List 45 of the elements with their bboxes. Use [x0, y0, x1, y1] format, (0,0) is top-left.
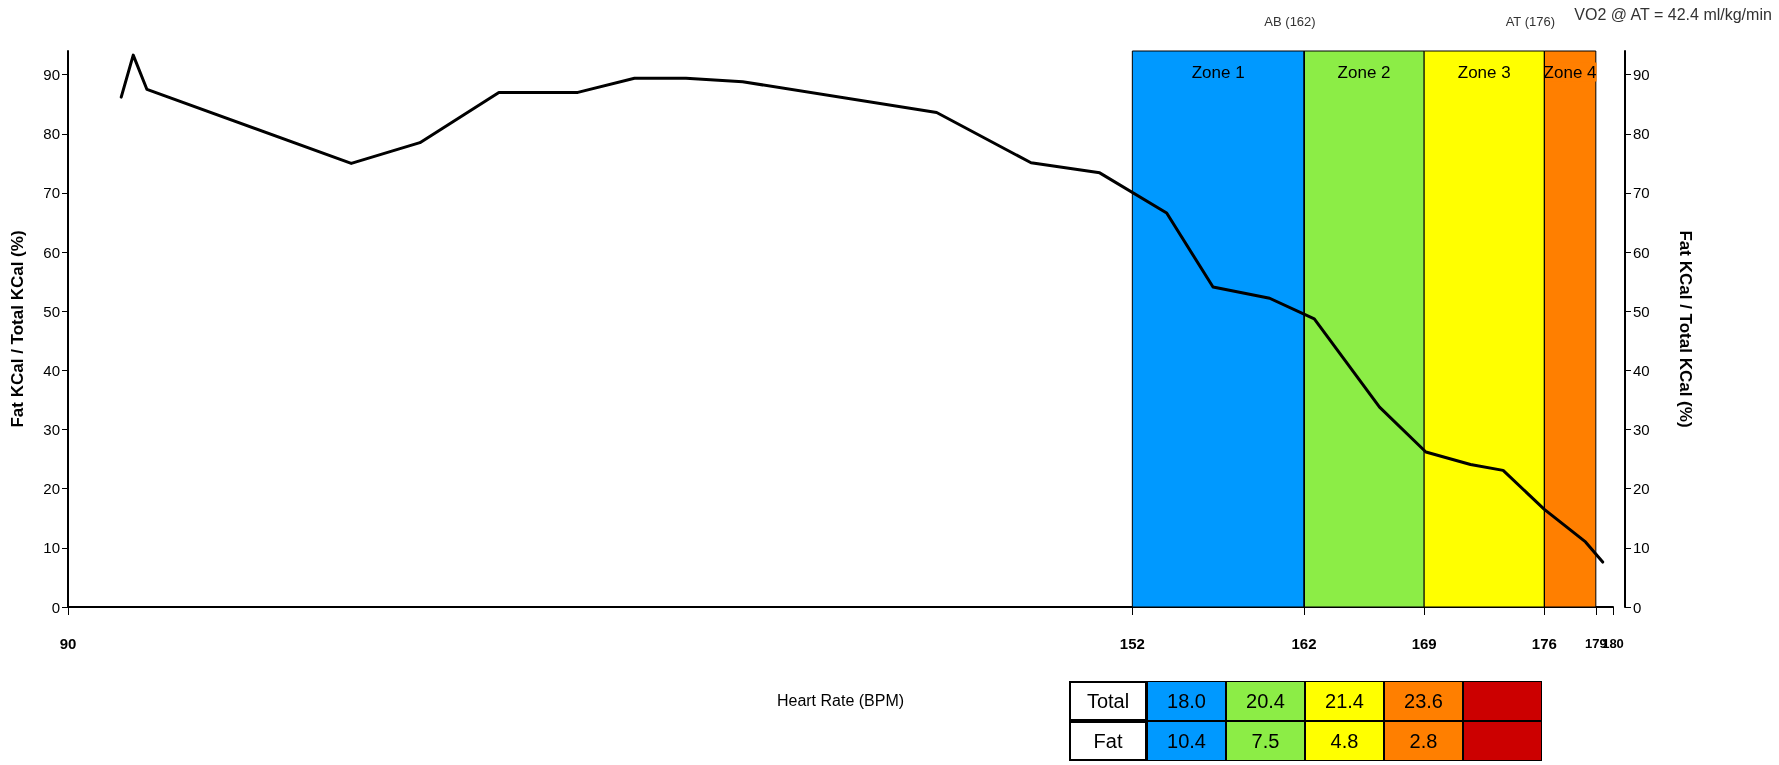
y2-tick-label: 60: [1633, 243, 1650, 261]
text: Fat: [1069, 721, 1147, 761]
text: 10.4: [1147, 721, 1226, 761]
ref-line-label: AT (176): [1505, 14, 1556, 29]
y-tick-label: 0: [51, 598, 60, 616]
ref-line-label: AB (162): [1264, 14, 1316, 29]
band-label: Zone 3: [1457, 62, 1511, 82]
y-tick-label: 30: [43, 421, 60, 439]
text: 18.0: [1147, 681, 1226, 721]
text: 20.4: [1226, 681, 1305, 721]
x-tick-label: 176: [1531, 634, 1557, 652]
y2-tick-label: 50: [1633, 302, 1650, 320]
text: Total: [1069, 681, 1147, 721]
text: 21.4: [1305, 681, 1384, 721]
x-tick-label: 90: [59, 634, 77, 652]
y-tick-label: 50: [43, 302, 60, 320]
y-axis-title: Fat KCal / Total KCal (%): [8, 230, 27, 428]
band-label: Zone 4: [1543, 62, 1597, 82]
y-tick-label: 90: [43, 66, 60, 84]
y-tick-label: 20: [43, 480, 60, 498]
text: 4.8: [1305, 721, 1384, 761]
y2-axis-title: Fat KCal / Total KCal (%): [1676, 230, 1695, 428]
y-tick-label: 10: [43, 539, 60, 557]
y-tick-label: 60: [43, 243, 60, 261]
text: VO2 @ AT = 42.4 ml/kg/min: [1574, 5, 1772, 23]
y-tick-label: 80: [43, 125, 60, 143]
x-tick-label: 162: [1291, 634, 1317, 652]
text: 23.6: [1384, 681, 1463, 721]
y2-tick-label: 70: [1633, 184, 1650, 202]
y2-tick-label: 30: [1633, 421, 1650, 439]
band-label: Zone 2: [1337, 62, 1391, 82]
y2-tick-label: 0: [1633, 598, 1642, 616]
y-tick-label: 40: [43, 361, 60, 379]
x-tick-label: 169: [1411, 634, 1437, 652]
band-label: Zone 1: [1191, 62, 1245, 82]
y2-tick-label: 40: [1633, 361, 1650, 379]
y2-tick-label: 90: [1633, 66, 1650, 84]
x-tick-label: 152: [1119, 634, 1145, 652]
y2-tick-label: 20: [1633, 480, 1650, 498]
y2-tick-label: 80: [1633, 125, 1650, 143]
x-axis-title: Heart Rate (BPM): [776, 691, 905, 709]
text: 2.8: [1384, 721, 1463, 761]
text: 7.5: [1226, 721, 1305, 761]
y2-tick-label: 10: [1633, 539, 1650, 557]
y-tick-label: 70: [43, 184, 60, 202]
